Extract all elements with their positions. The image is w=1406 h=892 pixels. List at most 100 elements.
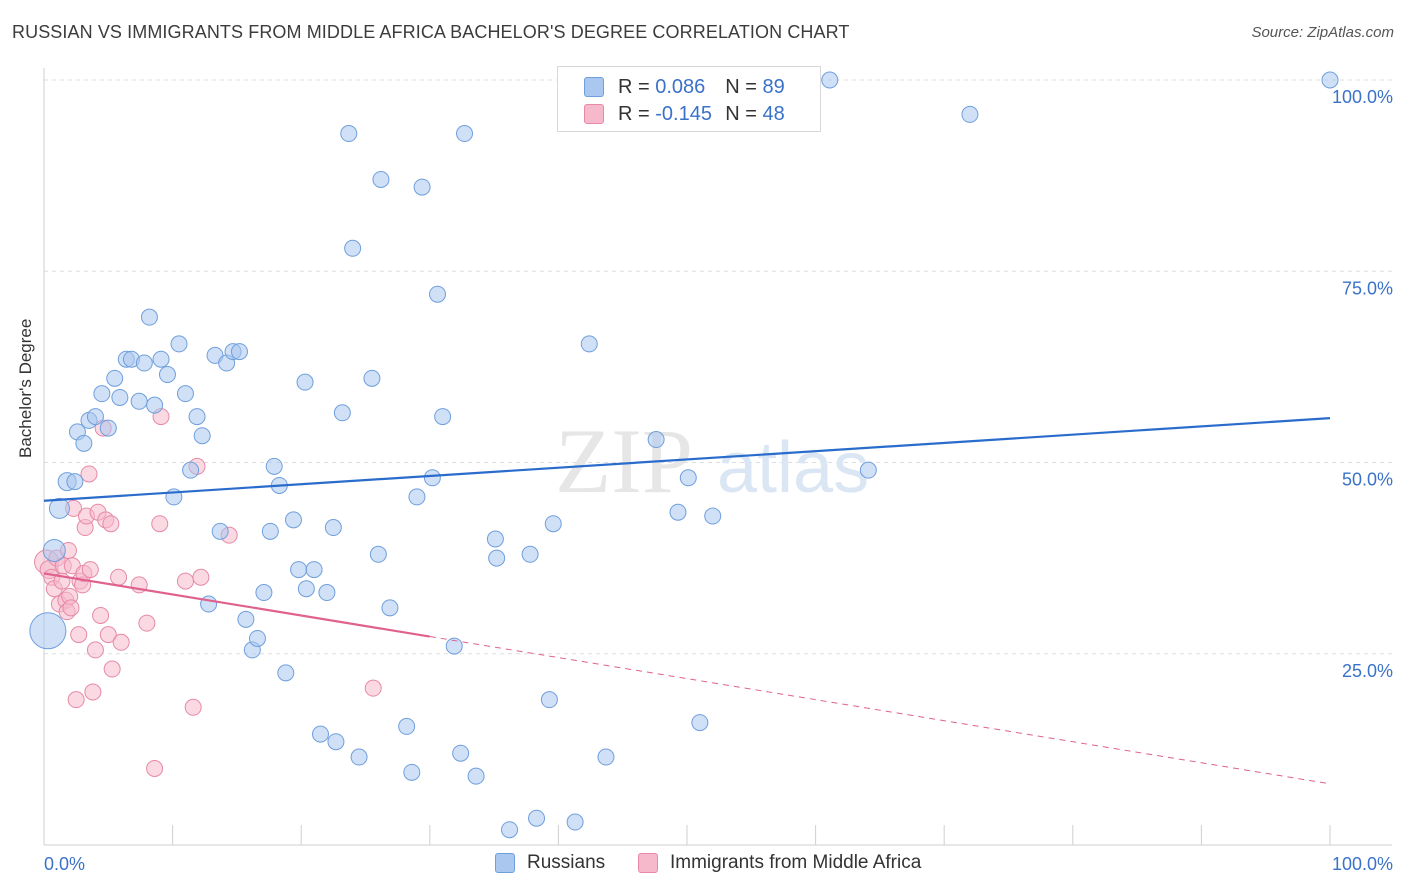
russians-point	[99, 419, 117, 437]
russians-point	[248, 629, 266, 647]
russians-point	[340, 125, 358, 143]
russians-point	[456, 125, 474, 143]
russians-point	[265, 457, 283, 475]
correlation-legend: R = 0.086 N = 89 R = -0.145 N = 48	[557, 66, 821, 132]
legend-n-label: N =	[725, 102, 757, 125]
russians-point	[467, 767, 485, 785]
legend-item-russians[interactable]: Russians	[495, 852, 605, 874]
russians-point	[327, 733, 345, 751]
grid-layer	[44, 79, 1392, 655]
russians-point	[521, 545, 539, 563]
immigrants-point	[81, 561, 99, 579]
immigrants-point	[86, 641, 104, 659]
russians-point	[429, 285, 447, 303]
legend-row-russians: R = 0.086 N = 89	[584, 75, 785, 99]
russians-point	[158, 366, 176, 384]
russians-point	[350, 748, 368, 766]
russians-point	[1321, 71, 1339, 89]
source-label: Source: ZipAtlas.com	[1251, 24, 1394, 41]
chart-title: RUSSIAN VS IMMIGRANTS FROM MIDDLE AFRICA…	[12, 22, 850, 42]
russians-point	[297, 580, 315, 598]
y-tick-label: 50.0%	[1342, 470, 1393, 490]
immigrants-point	[70, 626, 88, 644]
legend-row-immigrants: R = -0.145 N = 48	[584, 102, 785, 126]
immigrants-point	[84, 683, 102, 701]
russians-point	[75, 434, 93, 452]
russians-point	[413, 178, 431, 196]
russians-point	[403, 763, 421, 781]
russians-point	[152, 350, 170, 368]
russians-point	[961, 105, 979, 123]
immigrants-point	[192, 568, 210, 586]
russians-point	[859, 461, 877, 479]
legend-swatch-blue	[584, 77, 604, 97]
immigrants-point	[80, 465, 98, 483]
russians-point	[372, 170, 390, 188]
russians-point	[42, 538, 66, 562]
russians-trend-line	[43, 417, 1331, 502]
russians-point	[452, 744, 470, 762]
russians-point	[408, 488, 426, 506]
russians-point	[501, 821, 519, 839]
immigrants-point	[138, 614, 156, 632]
immigrants-trend-extension	[429, 636, 1331, 785]
legend-n-label: N =	[725, 75, 757, 98]
russians-point	[679, 469, 697, 487]
russians-point	[344, 239, 362, 257]
russians-point	[434, 408, 452, 426]
russians-point	[691, 714, 709, 732]
russians-point	[486, 530, 504, 548]
russians-point	[290, 561, 308, 579]
x-tick-label: 100.0%	[1332, 854, 1393, 874]
immigrants-point	[151, 515, 169, 533]
legend-swatch-blue	[495, 853, 515, 873]
legend-label-immigrants: Immigrants from Middle Africa	[670, 852, 922, 873]
y-tick-label: 25.0%	[1342, 661, 1393, 681]
russians-point	[363, 369, 381, 387]
immigrants-point	[99, 626, 117, 644]
axes-layer	[43, 68, 1392, 846]
russians-point	[146, 396, 164, 414]
russians-point	[324, 519, 342, 537]
legend-r-label: R =	[618, 75, 650, 98]
legend-n-value: 89	[762, 75, 785, 98]
legend-swatch-pink	[638, 853, 658, 873]
immigrants-point	[176, 572, 194, 590]
russians-point	[176, 385, 194, 403]
russians-point	[211, 522, 229, 540]
legend-label-russians: Russians	[527, 852, 606, 873]
immigrants-point	[67, 691, 85, 709]
russians-point	[540, 691, 558, 709]
russians-point	[48, 497, 70, 519]
russians-point	[821, 71, 839, 89]
legend-r-value: -0.145	[655, 102, 712, 125]
russians-point	[29, 612, 67, 650]
russians-point	[170, 335, 188, 353]
russians-point	[261, 522, 279, 540]
russians-point	[111, 388, 129, 406]
x-tick-label: 0.0%	[44, 854, 85, 874]
russians-point	[182, 461, 200, 479]
immigrants-point	[146, 760, 164, 777]
legend-n-value: 48	[762, 102, 785, 125]
series-legend: Russians Immigrants from Middle Africa	[0, 852, 1406, 878]
russians-point	[318, 584, 336, 602]
immigrants-point	[102, 515, 120, 533]
russians-point	[369, 545, 387, 563]
russians-point	[647, 431, 665, 449]
russians-point	[188, 408, 206, 426]
russians-point	[93, 385, 111, 403]
russians-point	[398, 717, 416, 735]
tick-labels-layer: 25.0% 50.0% 75.0% 100.0% 0.0% 100.0%	[44, 87, 1393, 874]
russians-point	[106, 369, 124, 387]
russians-point	[528, 809, 546, 827]
russians-point	[669, 503, 687, 521]
legend-item-immigrants[interactable]: Immigrants from Middle Africa	[638, 852, 921, 874]
russians-point	[130, 392, 148, 410]
y-tick-label: 100.0%	[1332, 87, 1393, 107]
russians-point	[488, 549, 506, 567]
immigrants-point	[184, 698, 202, 716]
immigrants-point	[112, 633, 130, 651]
y-axis-label: Bachelor's Degree	[16, 318, 35, 458]
russians-point	[296, 373, 314, 391]
